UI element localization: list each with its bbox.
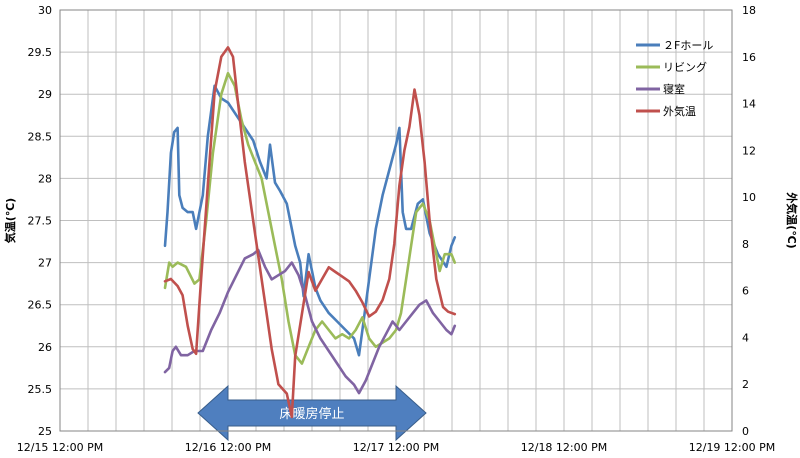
y-tick-label: 30: [38, 4, 52, 17]
y2-tick-label: 2: [742, 378, 749, 391]
y-tick-label: 25.5: [28, 383, 53, 396]
y-tick-label: 26.5: [28, 299, 53, 312]
y-tick-label: 28.5: [28, 130, 53, 143]
axes: 25 25.5 26 26.5 27 27.5 28 28.5 29 29.5 30 0 2 4 6 8 10 1…: [3, 4, 799, 454]
x-tick-label: 12/18 12:00 PM: [521, 441, 608, 454]
plot-frame: [59, 9, 733, 432]
y2-axis-title: 外気温(℃): [785, 191, 799, 248]
y2-tick-label: 12: [742, 144, 756, 157]
y-tick-label: 26: [38, 341, 52, 354]
series-line: [163, 46, 457, 419]
series-layer: [163, 46, 457, 419]
y-tick-label: 27.5: [28, 215, 53, 228]
y2-tick-label: 6: [742, 285, 749, 298]
y2-tick-label: 0: [742, 425, 749, 438]
x-tick-label: 12/19 12:00 PM: [689, 441, 776, 454]
y-tick-label: 25: [38, 425, 52, 438]
y2-tick-label: 10: [742, 191, 756, 204]
legend-label: リビング: [663, 60, 707, 74]
y2-tick-label: 14: [742, 98, 756, 111]
y-tick-label: 29.5: [28, 46, 53, 59]
x-tick-label: 12/17 12:00 PM: [353, 441, 440, 454]
y2-tick-label: 16: [742, 51, 756, 64]
y-axis-title: 気温(℃): [3, 198, 17, 243]
y-tick-label: 27: [38, 257, 52, 270]
y2-tick-label: 8: [742, 238, 749, 251]
y2-tick-label: 18: [742, 4, 756, 17]
y-tick-label: 29: [38, 88, 52, 101]
legend-label: ２Fホール: [663, 39, 713, 52]
series-line: [163, 248, 457, 395]
x-tick-label: 12/16 12:00 PM: [185, 441, 272, 454]
legend-label: 寝室: [663, 82, 685, 96]
y2-tick-label: 4: [742, 331, 749, 344]
y-tick-label: 28: [38, 172, 52, 185]
annotation-label: 床暖房停止: [279, 406, 344, 422]
x-tick-label: 12/15 12:00 PM: [17, 441, 104, 454]
legend-label: 外気温: [663, 104, 696, 118]
